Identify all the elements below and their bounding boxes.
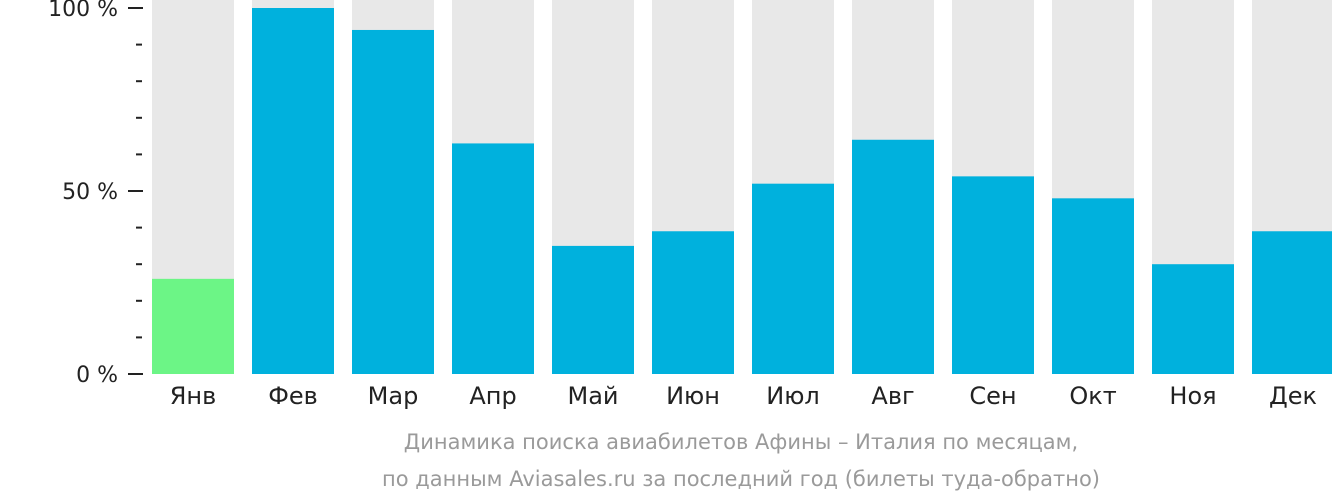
- bar-7: [752, 183, 834, 374]
- bar-11: [1152, 264, 1234, 374]
- bar-4: [452, 143, 534, 374]
- bar-5: [552, 245, 634, 374]
- x-tick-label: Ноя: [1169, 382, 1216, 410]
- x-tick-label: Июл: [766, 382, 820, 410]
- y-tick-label: 0 %: [76, 363, 118, 388]
- bar-9: [952, 176, 1034, 374]
- bar-12: [1252, 231, 1332, 374]
- x-tick-label: Дек: [1269, 382, 1317, 410]
- x-tick-label: Апр: [469, 382, 516, 410]
- bar-3: [352, 29, 434, 375]
- x-tick-label: Окт: [1069, 382, 1116, 410]
- x-axis-labels: Янв Фев Мар Апр Май Июн Июл Авг Сен Окт Ноя Дек: [170, 382, 1317, 410]
- x-tick-label: Июн: [666, 382, 720, 410]
- chart-caption-line-2: по данным Aviasales.ru за последний год …: [382, 467, 1100, 491]
- x-tick-label: Янв: [170, 382, 217, 410]
- data-bars: [152, 8, 1332, 375]
- bar-10: [1052, 198, 1134, 374]
- chart-plot: 0 % 50 % 100 % Янв Фев Мар Апр Май Июн Июл Авг Сен…: [48, 0, 1332, 410]
- y-tick-label: 100 %: [48, 0, 118, 22]
- x-tick-label: Фев: [268, 382, 318, 410]
- x-tick-label: Сен: [969, 382, 1016, 410]
- chart-caption-line-1: Динамика поиска авиабилетов Афины – Итал…: [403, 430, 1079, 454]
- y-axis: 0 % 50 % 100 %: [48, 0, 143, 388]
- x-tick-label: Май: [567, 382, 618, 410]
- bar-1: [152, 278, 234, 374]
- x-tick-label: Мар: [368, 382, 419, 410]
- x-tick-label: Авг: [871, 382, 914, 410]
- y-tick-label: 50 %: [62, 180, 118, 205]
- bar-8: [852, 139, 934, 374]
- bar-2: [252, 8, 334, 374]
- bar-6: [652, 231, 734, 374]
